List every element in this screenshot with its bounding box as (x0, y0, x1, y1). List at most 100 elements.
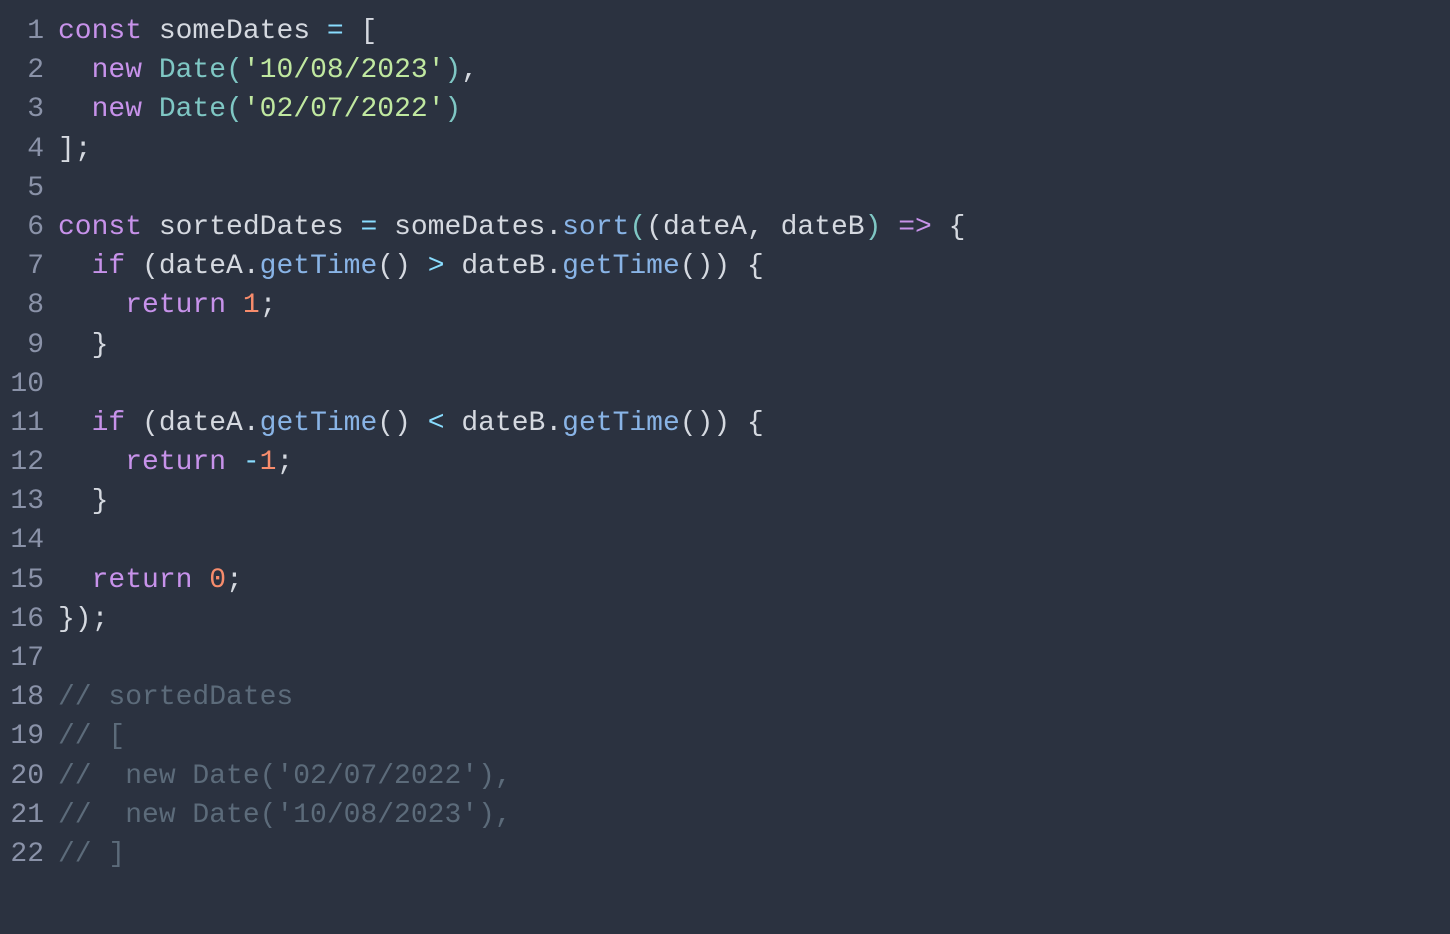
code-token: new (92, 94, 159, 125)
code-token (58, 94, 92, 125)
code-line: new Date('10/08/2023'), (58, 51, 1450, 90)
code-token: , (461, 55, 478, 86)
line-number: 15 (0, 561, 44, 600)
code-token: dateB (781, 212, 865, 243)
code-token: dateB (461, 251, 545, 282)
code-token: }); (58, 604, 108, 635)
line-number: 22 (0, 835, 44, 874)
code-token: [ (360, 16, 377, 47)
code-token: getTime (260, 251, 378, 282)
code-token: ; (226, 565, 243, 596)
code-editor: 12345678910111213141516171819202122 cons… (0, 12, 1450, 874)
line-number: 20 (0, 757, 44, 796)
code-token: someDates (159, 16, 327, 47)
code-token (58, 55, 92, 86)
line-number-gutter: 12345678910111213141516171819202122 (0, 12, 58, 874)
line-number: 7 (0, 247, 44, 286)
line-number: 9 (0, 326, 44, 365)
line-number: 1 (0, 12, 44, 51)
code-token: ; (260, 290, 277, 321)
code-token: new (92, 55, 159, 86)
code-token: const (58, 212, 159, 243)
code-token: > (428, 251, 462, 282)
code-token: ]; (58, 134, 92, 165)
code-token (58, 565, 92, 596)
code-token: dateA (159, 251, 243, 282)
code-token: () (377, 408, 427, 439)
code-token: = (327, 16, 361, 47)
code-token: return (125, 447, 243, 478)
code-token: ( (629, 212, 646, 243)
code-line: return 1; (58, 286, 1450, 325)
code-token: ; (276, 447, 293, 478)
code-token: getTime (260, 408, 378, 439)
code-token: Date (159, 55, 226, 86)
code-token (58, 447, 125, 478)
code-line: // new Date('10/08/2023'), (58, 796, 1450, 835)
code-token: ( (226, 94, 243, 125)
code-token: getTime (562, 251, 680, 282)
code-line: } (58, 326, 1450, 365)
code-line: ]; (58, 130, 1450, 169)
code-token: dateA (159, 408, 243, 439)
code-token: . (545, 408, 562, 439)
code-token: if (92, 251, 142, 282)
line-number: 4 (0, 130, 44, 169)
code-token: => (881, 212, 948, 243)
code-token: '02/07/2022' (243, 94, 445, 125)
line-number: 6 (0, 208, 44, 247)
code-token: dateB (461, 408, 545, 439)
code-token: < (428, 408, 462, 439)
code-line: return -1; (58, 443, 1450, 482)
code-content[interactable]: const someDates = [ new Date('10/08/2023… (58, 12, 1450, 874)
code-line: if (dateA.getTime() < dateB.getTime()) { (58, 404, 1450, 443)
code-token: someDates (394, 212, 545, 243)
code-token: ) (445, 55, 462, 86)
code-line: // new Date('02/07/2022'), (58, 757, 1450, 796)
line-number: 3 (0, 90, 44, 129)
code-token: . (243, 408, 260, 439)
code-line (58, 639, 1450, 678)
code-token: } (58, 486, 108, 517)
code-token: // sortedDates (58, 682, 293, 713)
code-token (58, 290, 125, 321)
code-token: const (58, 16, 159, 47)
code-token: ) (865, 212, 882, 243)
code-token: ( (646, 212, 663, 243)
code-line: return 0; (58, 561, 1450, 600)
line-number: 11 (0, 404, 44, 443)
line-number: 21 (0, 796, 44, 835)
code-token: 1 (243, 290, 260, 321)
line-number: 2 (0, 51, 44, 90)
line-number: 12 (0, 443, 44, 482)
code-line: // sortedDates (58, 678, 1450, 717)
code-token: sort (562, 212, 629, 243)
line-number: 5 (0, 169, 44, 208)
line-number: 8 (0, 286, 44, 325)
code-token: { (949, 212, 966, 243)
line-number: 14 (0, 521, 44, 560)
line-number: 16 (0, 600, 44, 639)
code-line: new Date('02/07/2022') (58, 90, 1450, 129)
code-line: }); (58, 600, 1450, 639)
code-token: // [ (58, 721, 125, 752)
code-line: const sortedDates = someDates.sort((date… (58, 208, 1450, 247)
line-number: 18 (0, 678, 44, 717)
code-token: . (545, 251, 562, 282)
code-token: '10/08/2023' (243, 55, 445, 86)
code-token (58, 408, 92, 439)
code-line: } (58, 482, 1450, 521)
code-token (58, 251, 92, 282)
code-token: // ] (58, 839, 125, 870)
code-token: getTime (562, 408, 680, 439)
code-token: // new Date('02/07/2022'), (58, 761, 512, 792)
code-line: const someDates = [ (58, 12, 1450, 51)
code-token: , (747, 212, 781, 243)
code-token: dateA (663, 212, 747, 243)
code-token: = (360, 212, 394, 243)
code-token: ( (142, 251, 159, 282)
code-token: return (125, 290, 243, 321)
code-token: if (92, 408, 142, 439)
code-token: ()) { (680, 251, 764, 282)
code-token: 0 (209, 565, 226, 596)
